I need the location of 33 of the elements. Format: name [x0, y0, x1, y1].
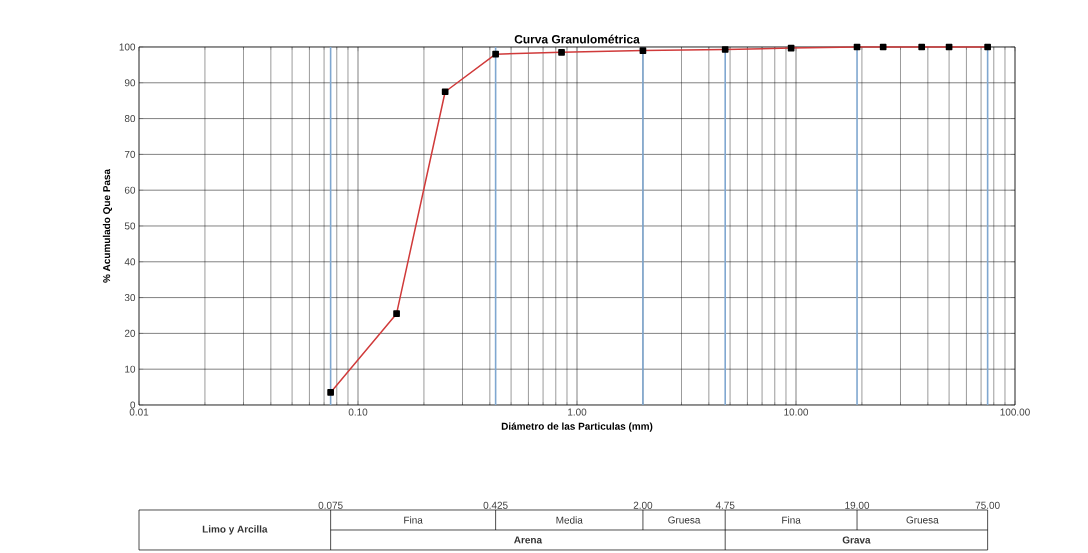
text: Gruesa	[906, 516, 939, 524]
text: Grava	[842, 536, 871, 544]
y-tick-label: 60	[124, 186, 136, 194]
y-tick-label: 90	[124, 79, 136, 87]
y-tick-label: 80	[124, 115, 136, 123]
chart-title: Curva Granulométrica	[514, 34, 640, 44]
x-tick-label: 0.10	[348, 408, 368, 416]
x-tick-label: 100.00	[1000, 408, 1030, 416]
text: 19.00	[845, 501, 870, 509]
y-tick-label: 40	[124, 258, 136, 266]
y-tick-label: 20	[124, 329, 136, 337]
text: 4.75	[715, 501, 735, 509]
text: Limo y Arcilla	[202, 525, 268, 535]
y-axis-title: % Acumulado Que Pasa	[102, 168, 113, 283]
x-axis-title: Diámetro de las Particulas (mm)	[501, 422, 653, 432]
y-tick-label: 30	[124, 294, 136, 302]
x-tick-label: 0.01	[129, 408, 149, 416]
text: 0.425	[483, 501, 508, 509]
y-tick-label: 50	[124, 222, 136, 230]
y-tick-label: 0	[130, 401, 136, 409]
y-tick-label: 100	[119, 43, 136, 51]
text: 75.00	[975, 501, 1000, 509]
y-tick-label: 10	[125, 365, 136, 373]
text: 2.00	[633, 501, 653, 509]
text: Arena	[514, 536, 543, 544]
text: Fina	[404, 516, 423, 524]
text: Gruesa	[668, 516, 701, 524]
x-tick-label: 10.00	[784, 408, 809, 416]
text: Fina	[782, 516, 801, 524]
y-tick-label: 70	[124, 150, 136, 158]
text: Media	[556, 516, 583, 524]
x-tick-label: 1.00	[568, 408, 587, 416]
text: 0.075	[318, 501, 343, 509]
